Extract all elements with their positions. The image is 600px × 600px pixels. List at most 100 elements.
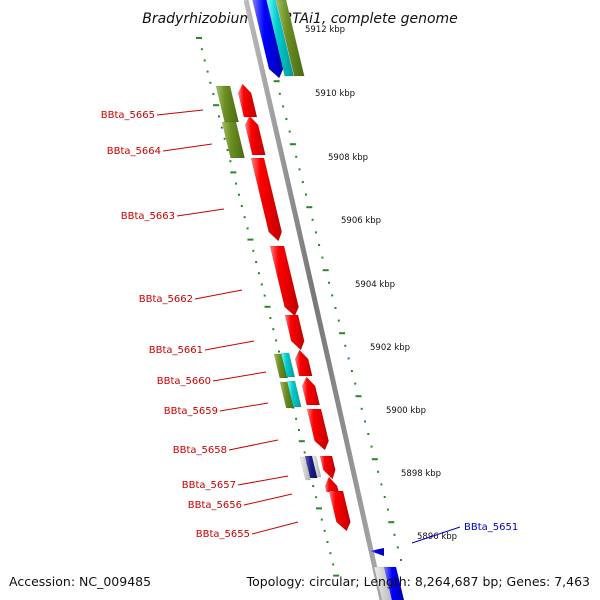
gene-label[interactable]: BBta_5659 <box>164 406 218 417</box>
minor-tick <box>260 283 263 286</box>
minor-tick <box>331 294 334 297</box>
gene-feature <box>294 349 313 377</box>
minor-tick <box>272 328 275 331</box>
minor-tick <box>329 552 332 555</box>
minor-tick <box>203 59 206 62</box>
gene-feature <box>286 380 302 408</box>
minor-tick <box>393 533 396 536</box>
label-leader-line <box>204 340 255 351</box>
gene-labels: BBta_5665 BBta_5664 BBta_5663 BBta_5662 BBta… <box>101 109 518 544</box>
gene-label[interactable]: BBta_5657 <box>182 480 236 491</box>
minor-tick <box>320 518 323 521</box>
gene-feature <box>311 455 322 478</box>
gene-label[interactable]: BBta_5661 <box>149 345 203 356</box>
gene-label[interactable]: BBta_5665 <box>101 110 155 121</box>
minor-tick <box>311 218 314 221</box>
major-tick <box>306 206 313 209</box>
gene-feature <box>244 115 266 156</box>
gene-feature <box>280 352 296 378</box>
minor-tick <box>275 339 278 342</box>
minor-tick <box>278 92 281 95</box>
minor-tick <box>295 155 298 158</box>
minor-tick <box>223 137 226 140</box>
minor-tick <box>229 160 232 163</box>
major-tick <box>371 458 378 461</box>
gene-label[interactable]: BBta_5664 <box>107 146 161 157</box>
minor-tick <box>337 319 340 322</box>
major-tick <box>196 37 202 39</box>
minor-tick <box>258 272 260 275</box>
minor-tick <box>301 181 304 183</box>
minor-tick <box>386 508 389 511</box>
major-tick <box>322 269 329 272</box>
minor-tick <box>255 261 258 263</box>
kbp-label: 5908 kbp <box>328 153 368 163</box>
kbp-label: 5900 kbp <box>386 406 426 416</box>
minor-tick <box>323 529 326 532</box>
minor-tick <box>235 182 238 185</box>
minor-tick <box>328 281 330 284</box>
minor-tick <box>383 496 386 498</box>
minor-tick <box>332 563 335 566</box>
kbp-label: 5898 kbp <box>401 469 441 479</box>
minor-tick <box>243 216 246 219</box>
gene-label[interactable]: BBta_5662 <box>139 294 193 305</box>
minor-tick <box>360 407 363 410</box>
gene-label[interactable]: BBta_5651 <box>464 522 518 533</box>
major-tick <box>289 143 296 146</box>
major-tick <box>333 574 340 577</box>
minor-tick <box>314 231 317 234</box>
minor-tick <box>350 370 353 372</box>
label-leader-line <box>212 371 267 382</box>
gene-feature <box>324 476 339 493</box>
gene-feature <box>304 455 318 479</box>
gene-feature <box>275 0 305 77</box>
minor-tick <box>282 105 285 108</box>
gene-feature <box>237 83 258 118</box>
minor-tick <box>318 244 321 246</box>
minor-tick <box>396 546 399 549</box>
topology-text: Topology: circular; Length: 8,264,687 bp… <box>246 574 590 589</box>
major-tick <box>264 305 271 308</box>
minor-tick <box>206 70 209 73</box>
major-tick <box>355 395 362 398</box>
minor-tick <box>295 417 298 420</box>
gene-feature <box>319 455 336 480</box>
minor-tick <box>285 118 288 120</box>
minor-tick <box>364 420 366 423</box>
major-tick <box>230 171 237 174</box>
label-leader-line <box>219 402 269 412</box>
minor-tick <box>288 130 291 133</box>
major-tick <box>273 80 280 83</box>
gene-feature <box>383 566 405 600</box>
kbp-label: 5904 kbp <box>355 280 395 290</box>
gene-feature <box>221 121 245 159</box>
kbp-label: 5910 kbp <box>315 89 355 99</box>
minor-tick <box>269 317 272 319</box>
minor-tick <box>354 382 357 385</box>
minor-tick <box>367 433 370 435</box>
gene-feature <box>273 353 289 379</box>
minor-tick <box>298 429 300 431</box>
minor-tick <box>312 485 315 487</box>
minor-tick <box>334 307 337 309</box>
major-tick <box>247 238 254 241</box>
gene-feature <box>370 548 384 556</box>
minor-tick <box>400 559 402 561</box>
gene-label[interactable]: BBta_5663 <box>121 211 175 222</box>
gene-feature <box>215 85 239 123</box>
kbp-label: 5912 kbp <box>305 25 345 35</box>
minor-tick <box>315 496 318 499</box>
gene-feature <box>328 490 351 532</box>
minor-tick <box>246 227 249 230</box>
gene-label[interactable]: BBta_5656 <box>188 500 242 511</box>
minor-tick <box>347 357 350 360</box>
minor-tick <box>252 249 255 252</box>
gene-label[interactable]: BBta_5655 <box>196 529 250 540</box>
minor-tick <box>218 115 220 118</box>
gene-label[interactable]: BBta_5658 <box>173 445 227 456</box>
minor-tick <box>200 48 203 51</box>
gene-feature <box>306 408 329 451</box>
gene-label[interactable]: BBta_5660 <box>157 376 211 387</box>
